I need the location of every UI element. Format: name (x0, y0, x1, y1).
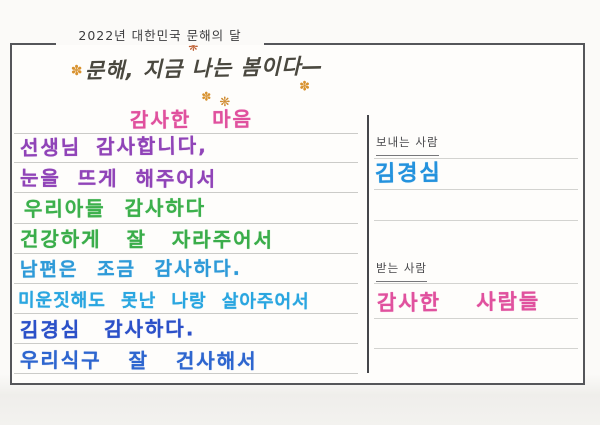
ruled-line (374, 158, 578, 159)
recipient-label: 받는 사람 (376, 261, 427, 282)
message-line: 남편은 조금 감사하다. (19, 257, 242, 281)
ruled-line (14, 283, 358, 284)
recipient-name: 감사한 사람들 (376, 289, 541, 315)
ruled-line (14, 223, 358, 224)
message-line: 선생님 감사합니다, (19, 133, 208, 160)
panel-divider (367, 115, 369, 373)
event-title: 2022년 대한민국 문해의 달 (56, 26, 264, 45)
postcard-frame: ✽ ❋ ✽ ❋ ✽ 문해, 지금 나는 봄이다— 감사한 마음 선생님 감사합니… (10, 40, 585, 385)
flower-icon: ✽ (299, 79, 311, 95)
campaign-title-calligraphy: ✽ ❋ ✽ ❋ ✽ 문해, 지금 나는 봄이다— (71, 40, 325, 111)
message-line: 미운짓해도 못난 나랑 살아주어서 (17, 290, 310, 313)
flower-icon: ✽ (70, 63, 83, 80)
ruled-line (374, 318, 578, 319)
ruled-line (14, 192, 358, 193)
sender-name: 김경심 (374, 160, 442, 187)
ruled-line (374, 189, 578, 190)
message-line: 김경심 감사하다. (19, 316, 196, 342)
ruled-line (14, 253, 358, 254)
calligraphy-swash: — (301, 54, 323, 79)
message-line: 건강하게 잘 자라주어서 (19, 227, 274, 252)
ruled-line (14, 133, 358, 134)
ruled-line (14, 373, 358, 374)
message-line: 눈을 뜨게 해주어서 (19, 166, 218, 192)
message-line: 우리아들 감사하다 (23, 195, 207, 221)
ruled-line (14, 313, 358, 314)
message-heading: 감사한 마음 (129, 106, 254, 132)
campaign-title: 문해, 지금 나는 봄이다 (84, 54, 302, 83)
message-line: 우리식구 잘 건사해서 (19, 348, 258, 374)
ruled-line (374, 283, 578, 284)
ruled-line (14, 343, 358, 344)
sender-label: 보내는 사람 (376, 135, 439, 156)
flower-icon: ✽ (201, 89, 212, 104)
ruled-line (374, 220, 578, 221)
ruled-line (14, 162, 358, 163)
ruled-line (374, 348, 578, 349)
